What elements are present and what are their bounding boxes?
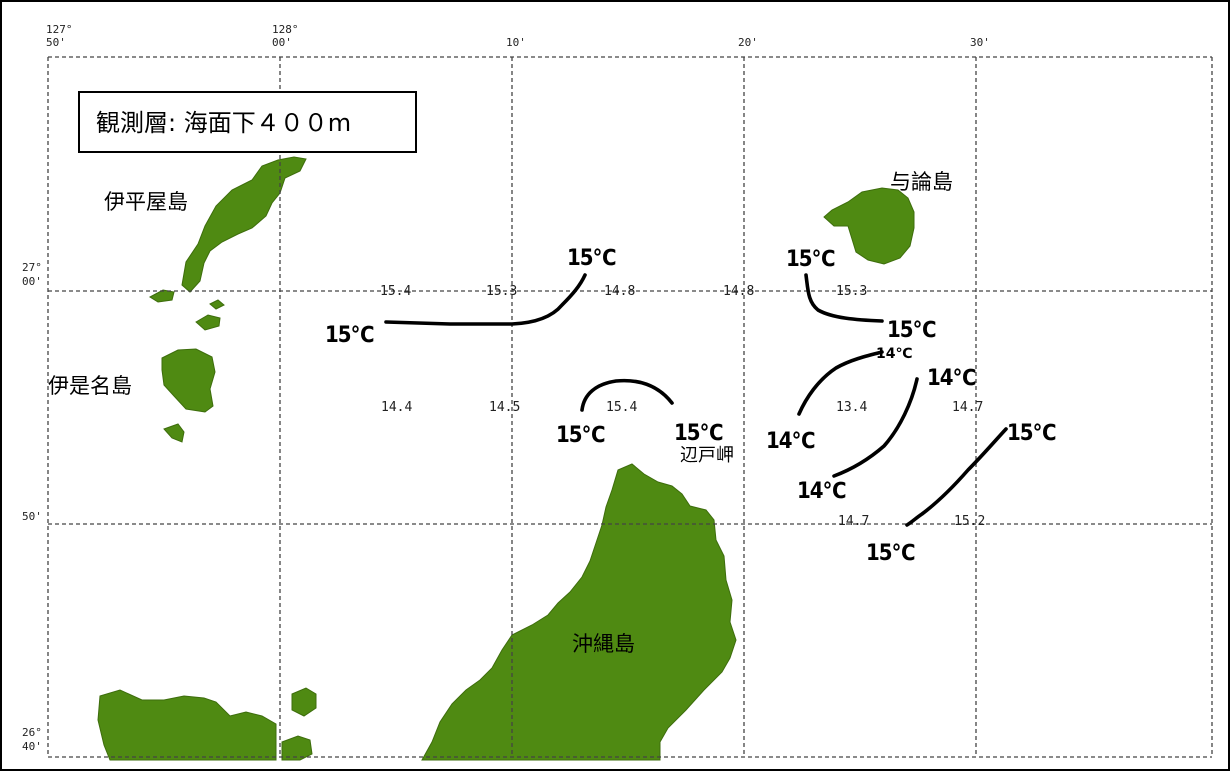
lon-label-127: 127° — [46, 23, 73, 36]
lat-lon-grid — [47, 56, 1213, 758]
isotherm-15-arc — [580, 378, 674, 412]
isotherm-label: 14℃ — [797, 479, 846, 504]
place-label-okinawa: 沖縄島 — [572, 632, 635, 656]
obs-value: 14.7 — [952, 400, 983, 415]
islet-f — [281, 735, 313, 761]
islet-b — [195, 314, 221, 331]
islet-d — [163, 423, 185, 443]
obs-value: 14.8 — [723, 284, 754, 299]
obs-value: 14.8 — [604, 284, 635, 299]
legend-box: 観測層: 海面下４００m — [78, 91, 417, 153]
isotherm-15-west — [384, 273, 587, 326]
obs-value: 15.4 — [606, 400, 637, 415]
place-label-hedo: 辺戸岬 — [680, 445, 734, 466]
lat-label-27-00: 00' — [22, 275, 42, 288]
islet-e — [291, 687, 317, 717]
lon-label-10: 10' — [506, 36, 526, 49]
isotherm-label: 15℃ — [786, 247, 835, 272]
isotherm-label: 15℃ — [866, 541, 915, 566]
lat-label-27: 27° — [22, 261, 42, 274]
isotherm-label: 15℃ — [674, 421, 723, 446]
coordinate-labels: 127° 50' 128° 00' 10' 20' 30' 27° 00' 50… — [22, 23, 990, 753]
lon-label-127-50: 50' — [46, 36, 66, 49]
obs-value: 15.4 — [380, 284, 411, 299]
isotherm-label: 15℃ — [1007, 421, 1056, 446]
island-southwest — [97, 689, 277, 761]
lon-label-128-00: 00' — [272, 36, 292, 49]
obs-value: 14.5 — [489, 400, 520, 415]
isotherm-label: 15℃ — [325, 323, 374, 348]
isotherm-15-se — [905, 427, 1008, 527]
iheya-island — [181, 156, 307, 293]
isotherm-labels: 15℃ 15℃ 15℃ 15℃ 15℃ 15℃ 15℃ 14℃ 14℃ 14℃ … — [325, 246, 1057, 566]
lat-label-50: 50' — [22, 510, 42, 523]
obs-value: 14.4 — [381, 400, 412, 415]
lon-label-30: 30' — [970, 36, 990, 49]
obs-value: 14.7 — [838, 514, 869, 529]
isotherm-14-b — [832, 377, 919, 478]
yoron-island — [823, 187, 915, 265]
observation-values: 15.4 15.3 14.8 14.8 15.3 14.4 14.5 15.4 … — [380, 284, 985, 529]
obs-value: 15.3 — [836, 284, 867, 299]
place-label-yoron: 与論島 — [890, 170, 953, 194]
isotherm-15-ne — [804, 273, 884, 323]
islet-c — [209, 299, 225, 310]
place-label-izena: 伊是名島 — [48, 374, 132, 398]
isotherm-label: 15℃ — [556, 423, 605, 448]
isotherm-lines — [384, 273, 1008, 527]
obs-value: 13.4 — [836, 400, 867, 415]
isotherm-label: 15℃ — [567, 246, 616, 271]
isotherm-label: 14℃ — [927, 366, 976, 391]
obs-value: 15.2 — [954, 514, 985, 529]
izena-island — [161, 348, 216, 413]
lat-label-26: 26° — [22, 726, 42, 739]
lat-label-26-40: 40' — [22, 740, 42, 753]
isotherm-label: 14℃ — [876, 346, 912, 362]
isotherm-label: 15℃ — [887, 318, 936, 343]
okinawa-island — [421, 463, 737, 761]
land-layer — [97, 156, 915, 761]
isotherm-label: 14℃ — [766, 429, 815, 454]
lon-label-128: 128° — [272, 23, 299, 36]
lon-label-20: 20' — [738, 36, 758, 49]
obs-value: 15.3 — [486, 284, 517, 299]
isotherm-14-a — [797, 350, 884, 416]
legend-label: 観測層: 海面下４００m — [96, 109, 351, 137]
place-label-iheya: 伊平屋島 — [104, 190, 188, 214]
place-names: 伊平屋島 伊是名島 与論島 沖縄島 辺戸岬 — [48, 170, 953, 656]
